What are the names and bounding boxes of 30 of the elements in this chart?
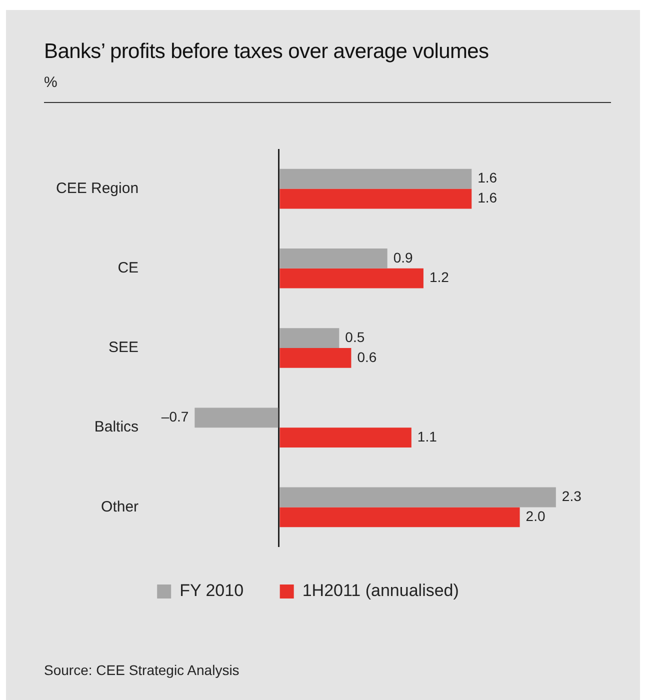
bar xyxy=(280,328,340,348)
bar xyxy=(280,487,556,508)
y-tick-label: Baltics xyxy=(94,418,139,436)
legend-label: 1H2011 (annualised) xyxy=(302,581,459,600)
data-label: 2.0 xyxy=(526,508,546,524)
y-tick-label: SEE xyxy=(108,339,139,356)
data-label: 1.1 xyxy=(417,428,438,444)
bar xyxy=(194,408,278,428)
data-label: 1.2 xyxy=(429,269,450,286)
data-label: –0.7 xyxy=(161,408,189,425)
bar xyxy=(280,507,520,528)
chart-title: Banks’ profits before taxes over average volumes xyxy=(44,40,489,64)
bar xyxy=(280,248,388,268)
y-tick-label: CE xyxy=(118,260,139,277)
data-label: 0.5 xyxy=(345,328,365,345)
text: % xyxy=(44,74,58,91)
data-label: 0.6 xyxy=(357,348,377,365)
bar xyxy=(280,428,412,448)
data-label: 1.6 xyxy=(478,170,498,186)
bar xyxy=(280,168,472,189)
data-label: 0.9 xyxy=(393,249,414,266)
bar xyxy=(280,188,472,209)
bar xyxy=(280,348,352,368)
bar xyxy=(280,268,424,288)
source-note: Source: CEE Strategic Analysis xyxy=(44,662,240,678)
y-tick-label: CEE Region xyxy=(56,180,139,197)
data-label: 1.6 xyxy=(478,190,498,206)
data-label: 2.3 xyxy=(562,488,582,504)
y-tick-label: Other xyxy=(101,498,139,516)
legend-label: FY 2010 xyxy=(180,581,244,600)
